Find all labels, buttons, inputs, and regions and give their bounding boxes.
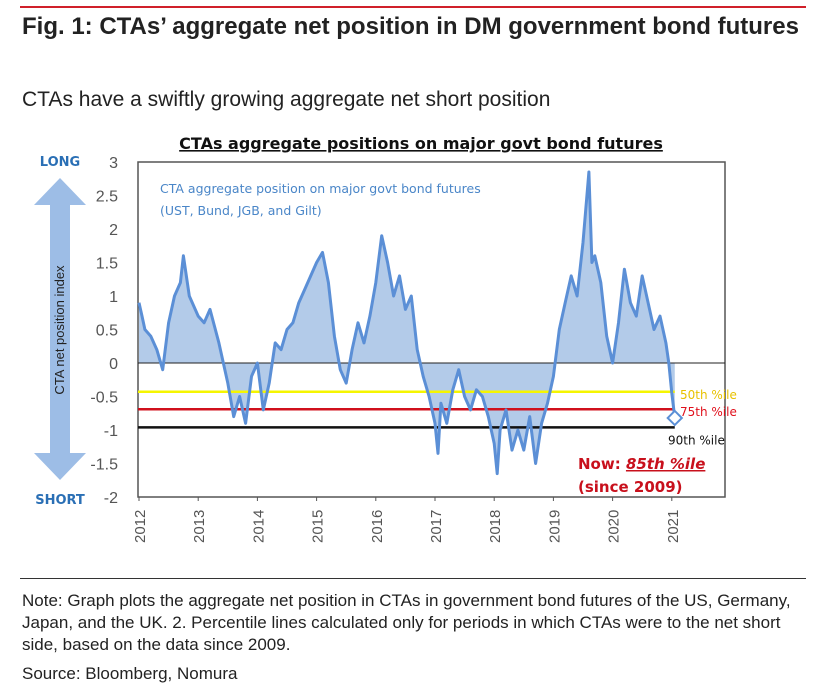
percentile-label: 50th %ile (680, 388, 737, 402)
legend-text-1: CTA aggregate position on major govt bon… (160, 181, 481, 196)
x-tick-label: 2016 (369, 510, 386, 543)
x-tick-label: 2013 (191, 510, 208, 543)
y-tick-label: 3 (109, 155, 118, 172)
y-tick-label: 0.5 (96, 323, 118, 340)
series-area (139, 172, 675, 474)
long-label: LONG (40, 155, 80, 170)
short-label: SHORT (35, 493, 85, 508)
x-tick-label: 2017 (428, 510, 445, 543)
chart-title: CTAs aggregate positions on major govt b… (179, 134, 663, 153)
x-tick-label: 2020 (606, 510, 623, 543)
y-tick-label: 1 (109, 289, 118, 306)
y-tick-label: -2 (104, 490, 118, 507)
y-tick-label: 2.5 (96, 189, 118, 206)
x-tick-label: 2014 (250, 510, 267, 543)
series-line (137, 170, 677, 476)
y-tick-label: -0.5 (90, 390, 118, 407)
annotation-percentile: 85th %ile (626, 455, 705, 473)
y-axis-label: CTA net position index (52, 265, 67, 395)
y-tick-label: 2 (109, 222, 118, 239)
x-tick-label: 2012 (132, 510, 149, 543)
y-tick-label: 0 (109, 356, 118, 373)
percentile-label: 75th %ile (680, 405, 737, 419)
x-tick-label: 2015 (310, 510, 327, 543)
annotation-since: (since 2009) (578, 478, 683, 496)
footnote: Note: Graph plots the aggregate net posi… (22, 591, 791, 654)
percentile-label: 90th %ile (668, 433, 725, 447)
annotation-now: Now: 85th %ile (578, 455, 705, 473)
top-rule (20, 6, 806, 8)
chart: CTAs aggregate positions on major govt b… (34, 134, 737, 543)
x-tick-label: 2019 (546, 510, 563, 543)
x-tick-label: 2021 (665, 510, 682, 543)
legend-text-2: (UST, Bund, JGB, and Gilt) (160, 203, 322, 218)
x-tick-label: 2018 (487, 510, 504, 543)
long-short-arrow-icon (34, 178, 86, 480)
source: Source: Bloomberg, Nomura (22, 664, 238, 683)
latest-point-marker (666, 409, 684, 427)
bottom-rule (20, 578, 806, 579)
figure-title: Fig. 1: CTAs’ aggregate net position in … (22, 13, 799, 40)
y-tick-label: -1 (104, 423, 118, 440)
figure-subtitle: CTAs have a swiftly growing aggregate ne… (22, 88, 551, 111)
y-tick-label: 1.5 (96, 256, 118, 273)
y-tick-label: -1.5 (90, 457, 118, 474)
annotation-prefix: Now: (578, 455, 626, 473)
